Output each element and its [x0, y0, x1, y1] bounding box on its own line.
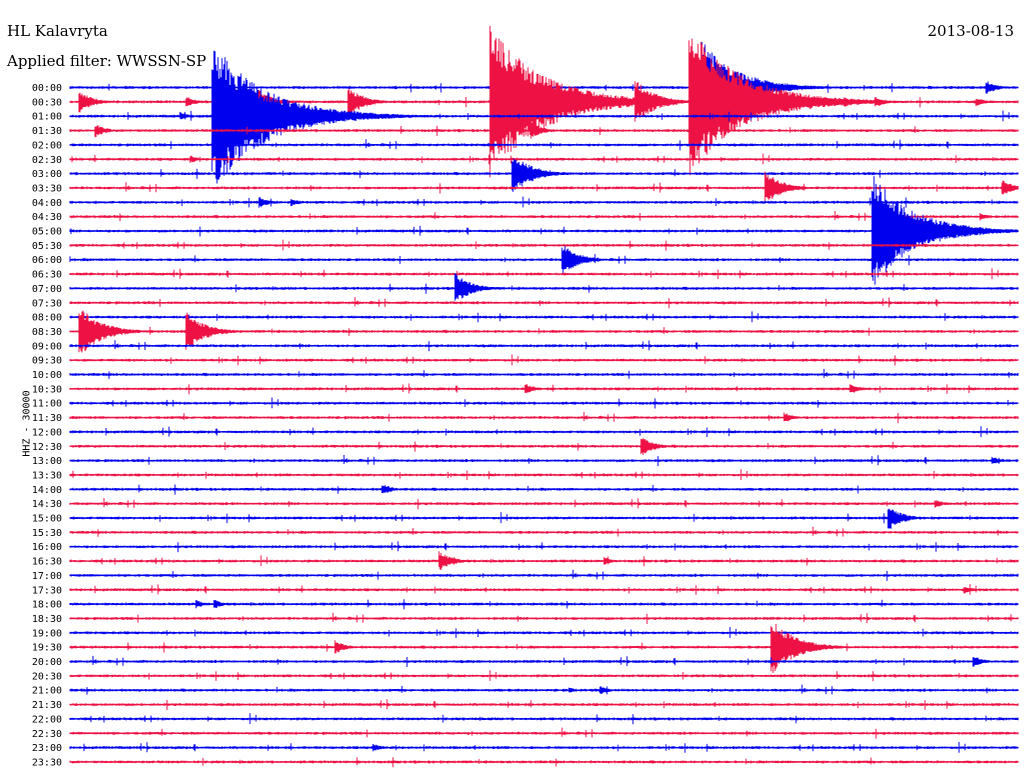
station-name: HL Kalavryta [7, 22, 108, 40]
trace-2100 [69, 684, 1019, 695]
time-label: 08:30 [32, 327, 62, 338]
record-date: 2013-08-13 [927, 22, 1014, 40]
time-label: 11:30 [32, 413, 62, 424]
time-label: 04:30 [32, 212, 62, 223]
time-labels: 00:00 00:30 01:00 01:30 02:00 02:30 03:00 03:30… [32, 83, 62, 768]
time-label: 21:30 [32, 700, 62, 711]
time-label: 16:30 [32, 557, 62, 568]
time-label: 10:30 [32, 384, 62, 395]
time-label: 09:30 [32, 356, 62, 367]
time-label: 19:30 [32, 643, 62, 654]
time-label: 15:30 [32, 528, 62, 539]
time-label: 01:00 [32, 112, 62, 123]
time-label: 17:00 [32, 571, 62, 582]
time-label: 07:00 [32, 284, 62, 295]
time-label: 23:30 [32, 757, 62, 768]
time-label: 18:00 [32, 600, 62, 611]
time-label: 13:00 [32, 456, 62, 467]
time-label: 11:00 [32, 399, 62, 410]
time-label: 20:30 [32, 671, 62, 682]
time-label: 03:00 [32, 169, 62, 180]
filter-label: Applied filter: WWSSN-SP [7, 52, 207, 70]
time-label: 03:30 [32, 183, 62, 194]
time-label: 00:30 [32, 97, 62, 108]
time-label: 16:00 [32, 542, 62, 553]
time-label: 14:30 [32, 499, 62, 510]
time-label: 19:00 [32, 628, 62, 639]
time-label: 08:00 [32, 313, 62, 324]
time-label: 07:30 [32, 298, 62, 309]
time-label: 01:30 [32, 126, 62, 137]
time-label: 05:30 [32, 241, 62, 252]
time-label: 18:30 [32, 614, 62, 625]
time-label: 04:00 [32, 198, 62, 209]
time-label: 06:30 [32, 270, 62, 281]
time-label: 22:00 [32, 714, 62, 725]
time-label: 12:30 [32, 442, 62, 453]
time-label: 02:30 [32, 155, 62, 166]
trace-1930 [69, 624, 1019, 673]
time-label: 14:00 [32, 485, 62, 496]
time-label: 20:00 [32, 657, 62, 668]
time-label: 12:00 [32, 427, 62, 438]
time-label: 02:00 [32, 140, 62, 151]
time-label: 21:00 [32, 686, 62, 697]
traces [69, 25, 1019, 768]
trace-0100 [69, 50, 1019, 184]
time-label: 22:30 [32, 729, 62, 740]
time-label: 00:00 [32, 83, 62, 94]
trace-1500 [69, 508, 1019, 529]
time-label: 06:00 [32, 255, 62, 266]
time-label: 17:30 [32, 585, 62, 596]
time-label: 05:00 [32, 227, 62, 238]
trace-0700 [69, 273, 1019, 301]
time-label: 09:00 [32, 341, 62, 352]
time-label: 23:00 [32, 743, 62, 754]
time-label: 10:00 [32, 370, 62, 381]
time-label: 13:30 [32, 470, 62, 481]
time-label: 15:00 [32, 514, 62, 525]
